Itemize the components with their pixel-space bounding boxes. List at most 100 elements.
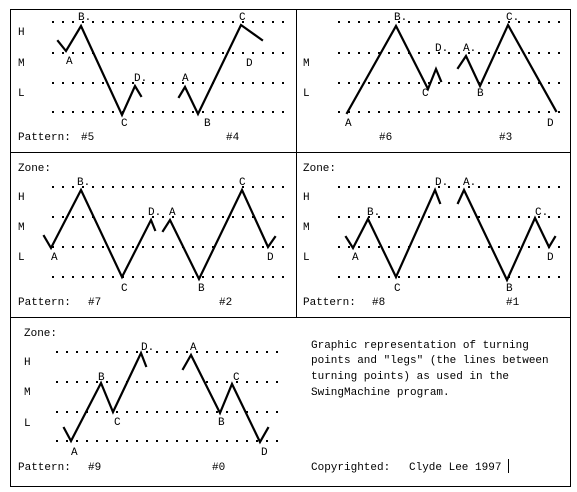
grid-dot [106, 381, 108, 383]
grid-dot [246, 411, 248, 413]
grid-dot [82, 276, 84, 278]
zone-label: Zone: [303, 163, 336, 175]
grid-dot [106, 440, 108, 442]
grid-dot [458, 216, 460, 218]
grid-dot [358, 216, 360, 218]
row-label-l: L [18, 252, 25, 264]
grid-dot [132, 246, 134, 248]
copyright-author: Clyde Lee 1997 [409, 462, 501, 474]
grid-dot [262, 82, 264, 84]
grid-dot [438, 82, 440, 84]
grid-dot [186, 411, 188, 413]
point-label-c: C [422, 88, 429, 100]
grid-dot [282, 216, 284, 218]
grid-dot [76, 440, 78, 442]
grid-dot [398, 186, 400, 188]
grid-dot [272, 276, 274, 278]
grid-dot [172, 21, 174, 23]
grid-dot [66, 351, 68, 353]
grid-dot [358, 52, 360, 54]
grid-dot [418, 52, 420, 54]
grid-dot [528, 82, 530, 84]
grid-dot [172, 186, 174, 188]
grid-dot [82, 216, 84, 218]
grid-dot [92, 276, 94, 278]
grid-dot [368, 186, 370, 188]
grid-dot [348, 276, 350, 278]
grid-dot [438, 276, 440, 278]
grid-dot [182, 111, 184, 113]
grid-dot [468, 111, 470, 113]
row-label-h: H [303, 192, 310, 204]
grid-dot [212, 276, 214, 278]
grid-dot [192, 276, 194, 278]
grid-dot [388, 21, 390, 23]
grid-dot [518, 246, 520, 248]
grid-dot [226, 351, 228, 353]
grid-dot [478, 186, 480, 188]
grid-dot [152, 21, 154, 23]
grid-dot [206, 440, 208, 442]
grid-dot [72, 52, 74, 54]
point-label-c: C [394, 283, 401, 295]
grid-dot [358, 111, 360, 113]
row-label-l: L [303, 252, 310, 264]
grid-dot [348, 186, 350, 188]
grid-dot [206, 351, 208, 353]
grid-dot [56, 440, 58, 442]
grid-dot [358, 276, 360, 278]
grid-dot [202, 276, 204, 278]
grid-dot [52, 276, 54, 278]
grid-dot [172, 52, 174, 54]
grid-dot [488, 216, 490, 218]
grid-dot [52, 246, 54, 248]
pattern-number-9: #9 [88, 462, 101, 474]
grid-dot [166, 351, 168, 353]
pattern-number-5: #5 [81, 132, 94, 144]
grid-dot [518, 21, 520, 23]
grid-dot [96, 440, 98, 442]
grid-dot [192, 52, 194, 54]
grid-dot [266, 440, 268, 442]
point-label-b: B [204, 118, 211, 130]
description-line: turning points) as used in the [311, 371, 509, 383]
grid-dot [232, 276, 234, 278]
grid-dot [548, 186, 550, 188]
grid-dot [176, 351, 178, 353]
grid-dot [156, 411, 158, 413]
grid-dot [528, 21, 530, 23]
grid-dot [136, 411, 138, 413]
grid-dot [558, 111, 560, 113]
grid-dot [72, 186, 74, 188]
grid-dot [388, 216, 390, 218]
grid-dot [202, 216, 204, 218]
grid-dot [438, 246, 440, 248]
grid-dot [418, 276, 420, 278]
grid-dot [438, 216, 440, 218]
grid-dot [272, 52, 274, 54]
grid-dot [206, 381, 208, 383]
grid-dot [448, 82, 450, 84]
grid-dot [388, 276, 390, 278]
grid-dot [282, 246, 284, 248]
grid-dot [182, 52, 184, 54]
grid-dot [478, 111, 480, 113]
grid-dot [518, 82, 520, 84]
grid-dot [538, 52, 540, 54]
grid-dot [222, 111, 224, 113]
grid-dot [52, 52, 54, 54]
grid-dot [428, 186, 430, 188]
grid-dot [558, 21, 560, 23]
grid-dot [152, 111, 154, 113]
grid-dot [212, 186, 214, 188]
grid-dot [252, 111, 254, 113]
copyright-label: Copyrighted: [311, 462, 390, 474]
grid-dot [112, 216, 114, 218]
grid-dot [282, 52, 284, 54]
grid-dot [528, 111, 530, 113]
grid-dot [176, 411, 178, 413]
grid-dot [232, 216, 234, 218]
grid-dot [488, 52, 490, 54]
point-label-b: B [98, 372, 105, 384]
grid-dot [408, 276, 410, 278]
